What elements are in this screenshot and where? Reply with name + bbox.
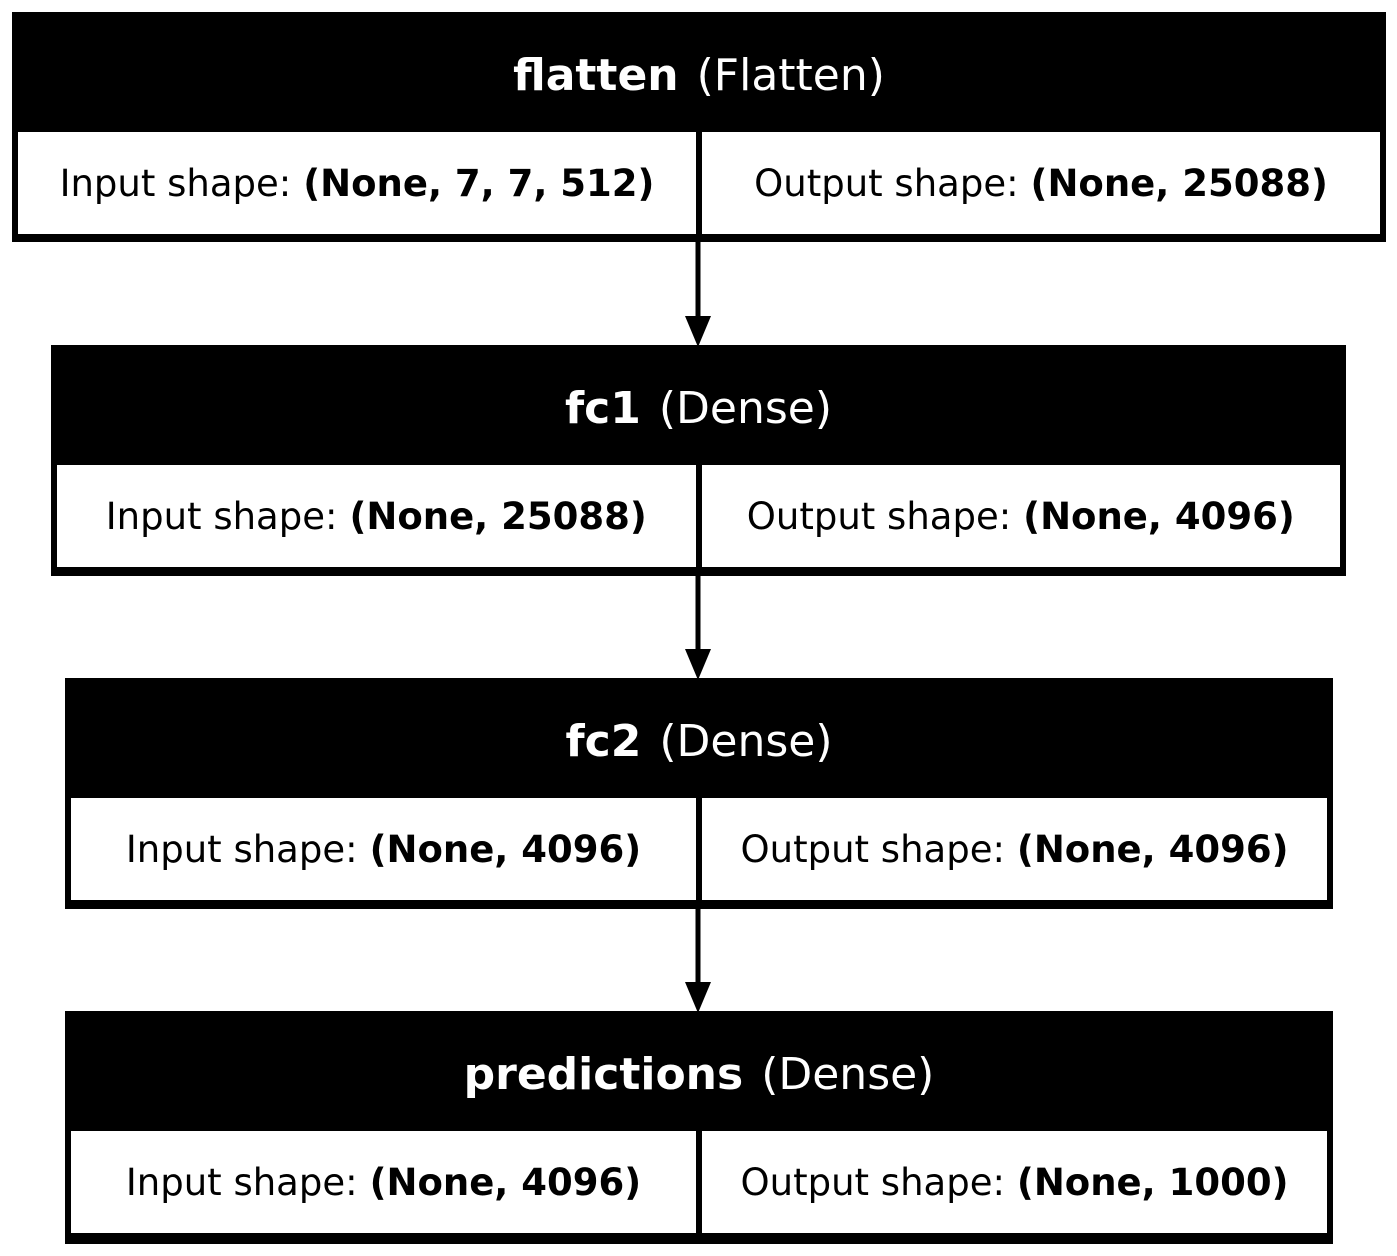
input-shape-cell: Input shape: (None, 25088): [57, 465, 696, 567]
output-shape-value: (None, 1000): [1016, 1160, 1289, 1204]
layer-type: (Dense): [659, 715, 833, 767]
output-shape-cell: Output shape: (None, 4096): [701, 465, 1340, 567]
output-shape-value: (None, 4096): [1016, 827, 1289, 871]
arrow-flatten-to-fc1: [685, 242, 711, 347]
output-shape-value: (None, 4096): [1023, 494, 1295, 538]
layer-header: fc1 (Dense): [57, 351, 1340, 465]
output-shape-label: Output shape:: [746, 494, 1012, 538]
input-shape-cell: Input shape: (None, 4096): [71, 798, 696, 900]
layer-header: flatten (Flatten): [18, 18, 1380, 132]
layer-node-fc2: fc2 (Dense) Input shape: (None, 4096) Ou…: [65, 678, 1333, 909]
input-shape-label: Input shape:: [125, 827, 358, 871]
layer-type: (Dense): [658, 382, 832, 434]
shape-row: Input shape: (None, 25088) Output shape:…: [57, 465, 1340, 567]
arrow-fc1-to-fc2: [685, 576, 711, 680]
layer-name: flatten: [513, 49, 679, 101]
input-shape-cell: Input shape: (None, 4096): [71, 1131, 696, 1233]
layer-name: fc2: [565, 715, 642, 767]
layer-type: (Dense): [761, 1048, 935, 1100]
layer-node-fc1: fc1 (Dense) Input shape: (None, 25088) O…: [51, 345, 1346, 576]
shape-row: Input shape: (None, 4096) Output shape: …: [71, 1131, 1327, 1233]
arrow-fc2-to-predictions: [685, 909, 711, 1013]
input-shape-value: (None, 4096): [369, 1160, 642, 1204]
input-shape-value: (None, 25088): [349, 494, 647, 538]
input-shape-value: (None, 7, 7, 512): [303, 161, 655, 205]
output-shape-label: Output shape:: [740, 1160, 1005, 1204]
output-shape-cell: Output shape: (None, 25088): [702, 132, 1380, 234]
output-shape-cell: Output shape: (None, 1000): [702, 1131, 1327, 1233]
input-shape-value: (None, 4096): [369, 827, 642, 871]
layer-header: predictions (Dense): [71, 1017, 1327, 1131]
output-shape-label: Output shape:: [740, 827, 1005, 871]
layer-header: fc2 (Dense): [71, 684, 1327, 798]
shape-row: Input shape: (None, 7, 7, 512) Output sh…: [18, 132, 1380, 234]
layer-name: predictions: [463, 1048, 744, 1100]
layer-node-predictions: predictions (Dense) Input shape: (None, …: [65, 1011, 1333, 1244]
layer-node-flatten: flatten (Flatten) Input shape: (None, 7,…: [12, 12, 1386, 242]
input-shape-label: Input shape:: [59, 161, 292, 205]
output-shape-value: (None, 25088): [1030, 161, 1328, 205]
input-shape-label: Input shape:: [125, 1160, 358, 1204]
output-shape-label: Output shape:: [754, 161, 1019, 205]
input-shape-cell: Input shape: (None, 7, 7, 512): [18, 132, 696, 234]
shape-row: Input shape: (None, 4096) Output shape: …: [71, 798, 1327, 900]
layer-type: (Flatten): [696, 49, 885, 101]
output-shape-cell: Output shape: (None, 4096): [702, 798, 1327, 900]
layer-name: fc1: [564, 382, 641, 434]
input-shape-label: Input shape:: [105, 494, 338, 538]
